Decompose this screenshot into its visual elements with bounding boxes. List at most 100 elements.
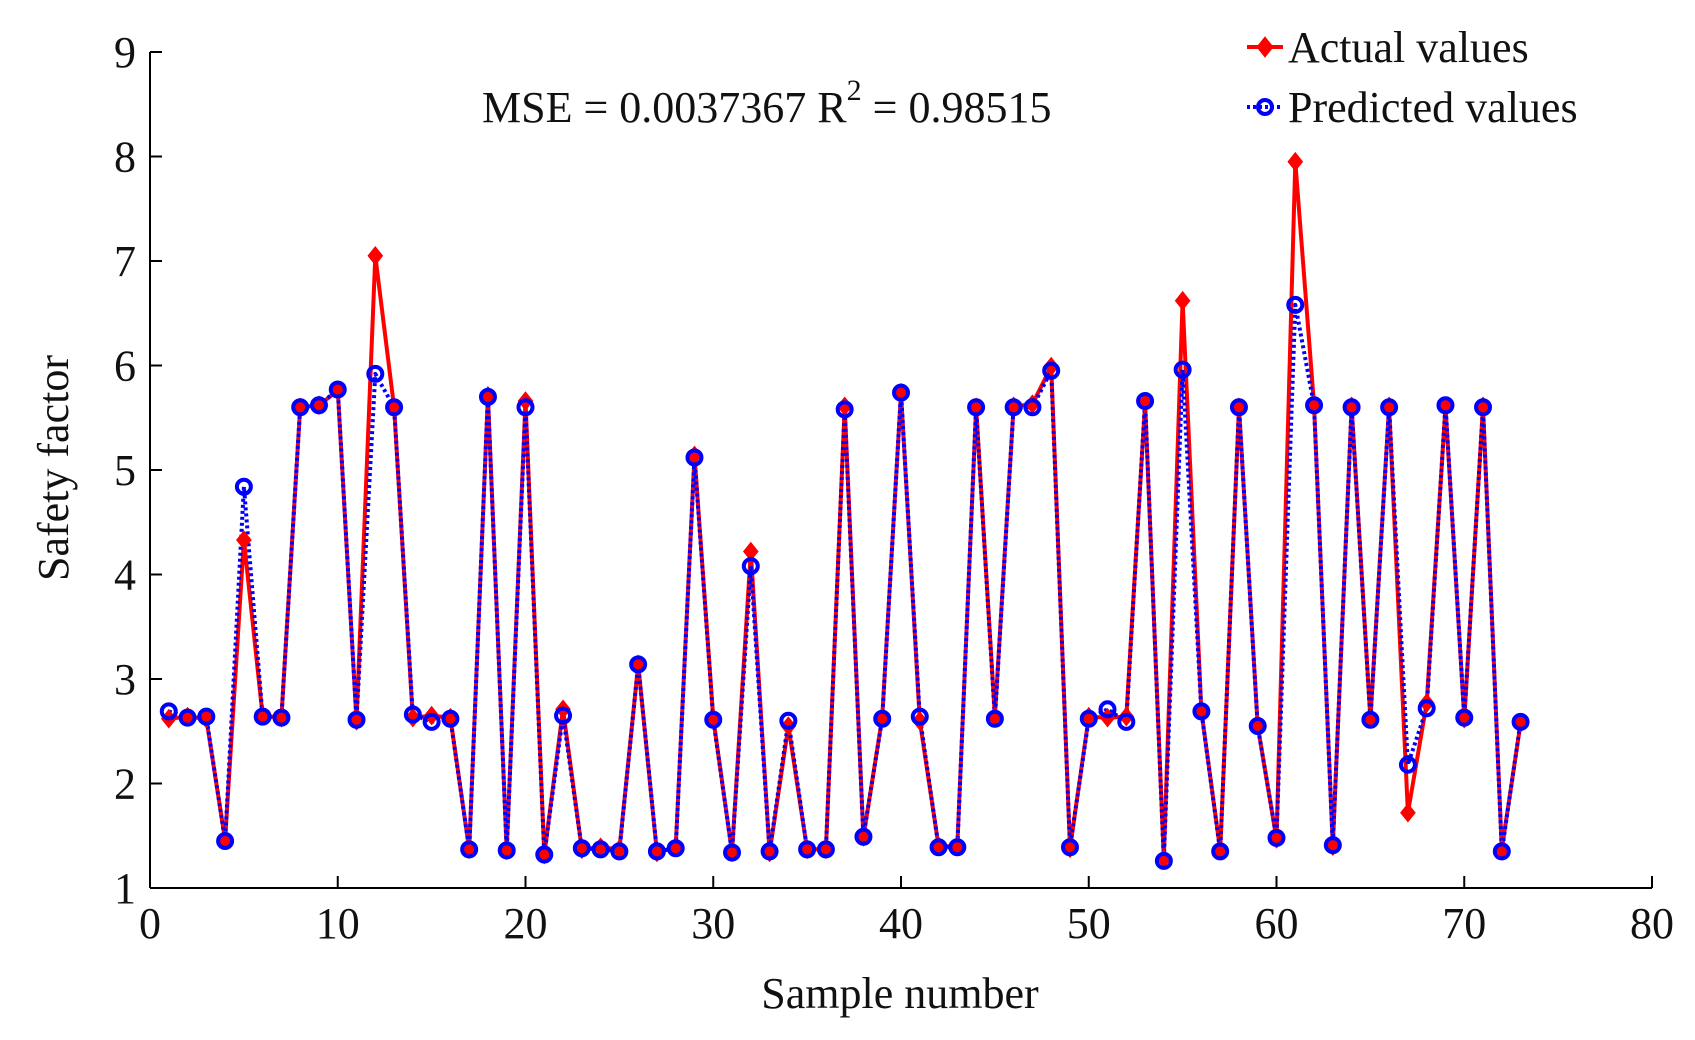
point-predicted: [291, 398, 310, 417]
point-predicted: [798, 840, 817, 859]
point-predicted: [1417, 699, 1436, 718]
r2-superscript: 2: [847, 74, 862, 107]
y-tick-label: 1: [114, 864, 136, 913]
x-tick-label: 60: [1255, 899, 1299, 948]
point-predicted: [1455, 708, 1474, 727]
point-predicted: [854, 827, 873, 846]
point-predicted: [985, 709, 1004, 728]
point-predicted: [1042, 361, 1061, 380]
legend-label-actual: Actual values: [1288, 23, 1529, 72]
point-predicted: [835, 400, 854, 419]
x-tick-label: 0: [139, 899, 161, 948]
point-predicted: [216, 831, 235, 850]
point-actual: [367, 245, 384, 266]
legend-marker-actual: [1256, 36, 1274, 58]
point-predicted: [910, 707, 929, 726]
x-tick-label: 10: [316, 899, 360, 948]
legend-item-predicted: Predicted values: [1247, 83, 1578, 132]
point-predicted: [1398, 755, 1417, 774]
point-predicted: [967, 398, 986, 417]
y-tick-label: 5: [114, 446, 136, 495]
point-predicted: [1492, 842, 1511, 861]
point-predicted: [159, 702, 178, 721]
point-predicted: [422, 712, 441, 731]
point-predicted: [873, 709, 892, 728]
x-tick-label: 80: [1630, 899, 1674, 948]
point-predicted: [1305, 396, 1324, 415]
y-axis-title: Safety factor: [29, 355, 78, 581]
point-predicted: [253, 707, 272, 726]
point-predicted: [535, 845, 554, 864]
point-predicted: [1380, 398, 1399, 417]
point-predicted: [892, 383, 910, 402]
point-predicted: [629, 655, 648, 674]
point-actual: [236, 530, 252, 550]
point-predicted: [1248, 717, 1267, 736]
point-predicted: [1173, 360, 1192, 379]
point-predicted: [610, 842, 629, 861]
x-tick-label: 30: [691, 899, 735, 948]
legend-marker-predicted: [1256, 98, 1274, 116]
point-predicted: [1474, 398, 1493, 417]
point-predicted: [1098, 700, 1117, 719]
point-predicted: [234, 477, 253, 496]
y-tick-label: 9: [114, 28, 136, 77]
axes: 0 10 20 30 40 50 60 70 80 1 2 3 4 5 6 7 8 9: [114, 28, 1674, 948]
x-tick-label: 40: [879, 899, 923, 948]
point-predicted: [309, 396, 328, 415]
point-predicted: [1136, 392, 1155, 411]
point-predicted: [197, 707, 216, 726]
point-predicted: [554, 706, 573, 725]
point-actual: [1287, 151, 1304, 172]
x-tick-label: 70: [1442, 899, 1486, 948]
legend-label-predicted: Predicted values: [1288, 83, 1578, 132]
y-tick-label: 4: [114, 551, 136, 600]
point-predicted: [1361, 710, 1380, 729]
point-predicted: [1192, 702, 1211, 721]
point-predicted: [1211, 842, 1230, 861]
point-predicted: [1342, 398, 1361, 417]
point-predicted: [516, 398, 535, 417]
point-predicted: [666, 839, 685, 858]
series-layer: [159, 151, 1530, 870]
point-predicted: [1004, 398, 1023, 417]
x-tick-label: 20: [504, 899, 548, 948]
point-predicted: [1511, 712, 1530, 731]
point-predicted: [478, 387, 497, 406]
point-predicted: [685, 448, 704, 467]
point-predicted: [1117, 712, 1136, 731]
point-predicted: [441, 709, 460, 728]
point-predicted: [816, 840, 835, 859]
point-predicted: [347, 710, 366, 729]
point-predicted: [1060, 838, 1079, 857]
point-predicted: [366, 364, 385, 383]
y-tick-label: 6: [114, 342, 136, 391]
metrics-annotation: MSE = 0.0037367 R2 = 0.98515: [482, 74, 1051, 132]
y-tick-label: 8: [114, 133, 136, 182]
r2-text: = 0.98515: [862, 83, 1052, 132]
point-predicted: [403, 705, 422, 724]
point-predicted: [272, 708, 291, 727]
point-predicted: [328, 380, 347, 399]
point-predicted: [1229, 398, 1248, 417]
point-predicted: [741, 557, 760, 576]
y-tick-label: 2: [114, 760, 136, 809]
point-predicted: [497, 841, 516, 860]
point-predicted: [929, 838, 948, 857]
legend-item-actual: Actual values: [1247, 23, 1529, 72]
point-predicted: [723, 843, 742, 862]
point-actual: [1400, 802, 1416, 823]
point-predicted: [460, 840, 479, 859]
point-actual: [1174, 290, 1191, 311]
point-actual: [911, 710, 928, 731]
point-predicted: [647, 842, 666, 861]
point-predicted: [1286, 295, 1305, 314]
point-predicted: [1267, 828, 1286, 847]
y-tick-label: 7: [114, 237, 136, 286]
point-predicted: [1154, 851, 1173, 870]
point-predicted: [178, 708, 197, 727]
point-predicted: [1079, 709, 1098, 728]
point-predicted: [1436, 396, 1455, 415]
legend: Actual values Predicted values: [1247, 23, 1578, 132]
